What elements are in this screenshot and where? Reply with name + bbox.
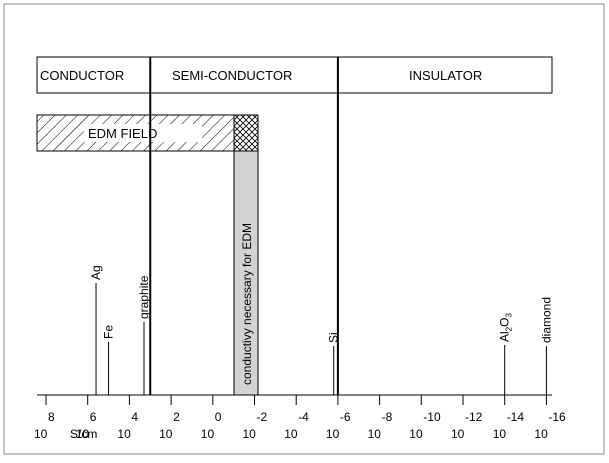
axis-tick-base: 10 bbox=[76, 427, 90, 441]
edm-band-label: conductivy necessary for EDM bbox=[240, 223, 254, 385]
edm-overlap-cell bbox=[233, 114, 259, 152]
materials-group: Ag Fe graphite Si Al2O3 diamond bbox=[89, 265, 553, 395]
axis-tick-base: 10 bbox=[493, 427, 507, 441]
axis-tick-base: 10 bbox=[117, 427, 131, 441]
axis-tick-base: 10 bbox=[159, 427, 173, 441]
axis-ticks: 810610410210010-210-410-610-810-1010-121… bbox=[34, 395, 566, 441]
material-label: Ag bbox=[89, 265, 103, 280]
material-marker: Si bbox=[327, 332, 341, 395]
axis-tick-exponent: -12 bbox=[465, 410, 483, 424]
material-label: Al2O3 bbox=[498, 313, 514, 342]
axis-tick-exponent: -2 bbox=[257, 410, 268, 424]
material-label: diamond bbox=[539, 297, 553, 343]
axis-tick-exponent: -10 bbox=[423, 410, 441, 424]
material-label: Fe bbox=[102, 325, 116, 339]
edm-band bbox=[233, 150, 259, 396]
material-marker: Al2O3 bbox=[498, 313, 514, 395]
axis-tick-base: 10 bbox=[34, 427, 48, 441]
axis-tick-base: 10 bbox=[409, 427, 423, 441]
axis-tick-exponent: -8 bbox=[382, 410, 393, 424]
axis-unit: S/cm bbox=[70, 427, 97, 441]
axis-tick-base: 10 bbox=[534, 427, 548, 441]
axis-tick-exponent: 6 bbox=[90, 410, 97, 424]
material-marker: diamond bbox=[539, 297, 553, 395]
axis-tick-exponent: -14 bbox=[507, 410, 525, 424]
axis-tick-base: 10 bbox=[368, 427, 382, 441]
axis-tick-base: 10 bbox=[326, 427, 340, 441]
material-label: Si bbox=[327, 332, 341, 343]
axis-tick-base: 10 bbox=[284, 427, 298, 441]
material-marker: Fe bbox=[102, 325, 116, 395]
axis-tick-base: 10 bbox=[201, 427, 215, 441]
axis-tick-exponent: 0 bbox=[215, 410, 222, 424]
axis-tick-exponent: -4 bbox=[298, 410, 309, 424]
material-label: graphite bbox=[137, 275, 151, 319]
axis-tick-exponent: 4 bbox=[131, 410, 138, 424]
insulator-label: INSULATOR bbox=[409, 68, 482, 83]
range-bar bbox=[36, 56, 553, 94]
axis-tick-exponent: 2 bbox=[173, 410, 180, 424]
axis-tick-base: 10 bbox=[243, 427, 257, 441]
material-marker: graphite bbox=[137, 275, 151, 395]
axis-tick-base: 10 bbox=[451, 427, 465, 441]
conductor-label: CONDUCTOR bbox=[40, 68, 124, 83]
edm-field-label: EDM FIELD bbox=[88, 126, 157, 141]
semiconductor-label: SEMI-CONDUCTOR bbox=[172, 68, 292, 83]
frame bbox=[3, 3, 605, 455]
axis-tick-exponent: -16 bbox=[548, 410, 566, 424]
material-marker: Ag bbox=[89, 265, 103, 395]
axis-tick-exponent: -6 bbox=[340, 410, 351, 424]
edm-field-label-bg bbox=[84, 124, 202, 142]
axis-tick-exponent: 8 bbox=[48, 410, 55, 424]
